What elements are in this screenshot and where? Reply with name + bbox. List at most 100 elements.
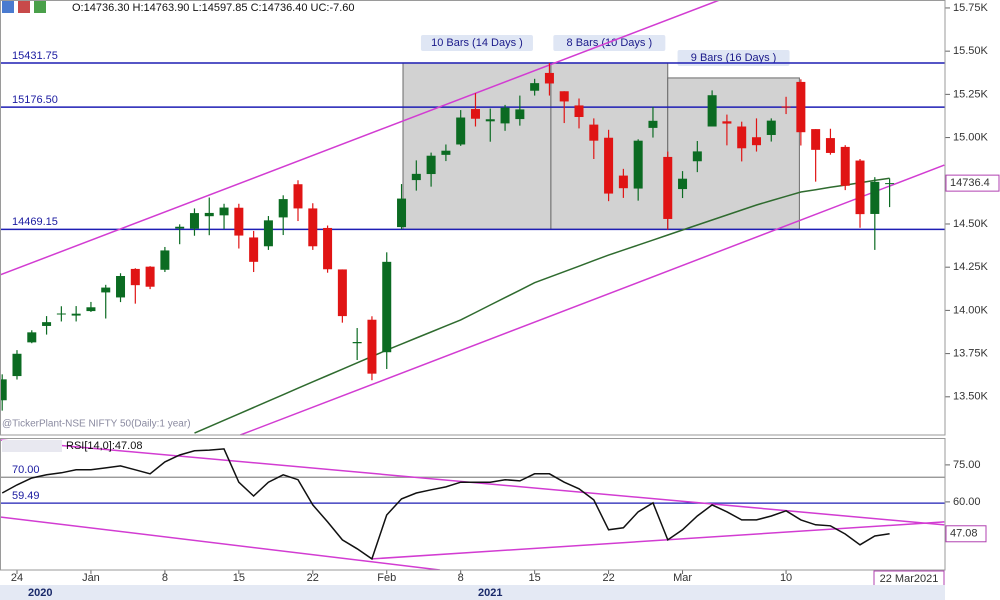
candle-body: [544, 72, 554, 84]
y-tick-label: 14.50K: [953, 218, 989, 230]
candle-body: [426, 155, 436, 175]
x-tick-label: 15: [233, 572, 245, 584]
range-box: [402, 62, 552, 230]
price-panel: 10 Bars (14 Days )8 Bars (10 Days )9 Bar…: [0, 0, 945, 435]
rsi-y-tick-label: 60.00: [953, 496, 981, 508]
y-tick-label: 15.00K: [953, 131, 989, 143]
range-box: [667, 77, 800, 230]
candle-body: [678, 178, 688, 190]
rsi-frame: [0, 438, 946, 571]
candle-body: [515, 109, 525, 120]
rsi-level-label: 59.49: [12, 490, 40, 502]
candle-body: [116, 276, 126, 298]
box-label-bg: [420, 34, 533, 51]
x-tick-label: 8: [458, 572, 464, 584]
candle-body: [751, 137, 761, 146]
candle-body: [86, 307, 96, 312]
icon: [18, 1, 30, 13]
axes: 13.50K13.75K14.00K14.25K14.50K14.75K15.0…: [11, 2, 1000, 587]
price-badge-bg: [945, 174, 1000, 192]
candle-body: [56, 313, 66, 315]
x-tick-label: 22: [602, 572, 614, 584]
x-tick-label: 15: [529, 572, 541, 584]
candle-body: [500, 107, 510, 124]
candle-body: [796, 81, 806, 133]
rsi-level-label: 70.00: [12, 464, 40, 476]
candle-body: [663, 156, 673, 219]
year-label: 2021: [478, 587, 502, 599]
candle-body: [766, 120, 776, 135]
candle-body: [323, 227, 333, 270]
level-label: 14469.15: [12, 216, 58, 228]
candle-body: [12, 353, 22, 377]
candle-body: [0, 379, 7, 401]
y-tick-label: 15.75K: [953, 2, 989, 14]
candle-body: [707, 95, 717, 127]
candle-body: [589, 124, 599, 141]
candle-body: [263, 220, 273, 247]
icon: [34, 1, 46, 13]
box-label: 10 Bars (14 Days ): [431, 37, 523, 49]
candle-body: [219, 207, 229, 216]
candle-body: [71, 313, 81, 316]
candle-body: [130, 268, 140, 286]
candle-body: [840, 146, 850, 186]
candle-body: [234, 207, 244, 236]
rsi-icons: [2, 440, 62, 452]
rsi-title: RSI[14,0]:47.08: [66, 440, 142, 452]
rsi-panel: 70.00 59.49: [0, 439, 945, 570]
ohlc-header: O:14736.30 H:14763.90 L:14597.85 C:14736…: [72, 2, 355, 14]
candle-body: [308, 208, 318, 247]
price-frame: [0, 0, 946, 436]
watermark: @TickerPlant-NSE NIFTY 50(Daily:1 year): [2, 419, 191, 430]
candle-body: [648, 120, 658, 128]
y-tick-label: 14.25K: [953, 261, 989, 273]
candle-body: [293, 184, 303, 209]
y-tick-label: 15.50K: [953, 45, 989, 57]
candle-body: [397, 198, 407, 228]
x-tick-label: Mar: [673, 572, 692, 584]
candle-body: [175, 226, 185, 229]
trend-line: [0, 0, 720, 276]
box-label-bg: [553, 34, 666, 51]
candle-body: [352, 342, 362, 344]
icon: [2, 1, 14, 13]
moving-average: [194, 177, 890, 434]
box-label: 9 Bars (16 Days ): [691, 52, 777, 64]
candle-body: [441, 150, 451, 155]
level-label: 15176.50: [12, 94, 58, 106]
candle-body: [470, 109, 480, 119]
candle-body: [870, 181, 880, 214]
candle-body: [574, 105, 584, 118]
y-tick-label: 13.75K: [953, 348, 989, 360]
candle-body: [722, 121, 732, 124]
candle-body: [145, 266, 155, 287]
candle-body: [855, 160, 865, 215]
candle-body: [160, 250, 170, 270]
y-tick-label: 15.25K: [953, 88, 989, 100]
candle-body: [737, 126, 747, 149]
price-badge: 14736.4: [950, 177, 990, 189]
x-tick-label: Feb: [377, 572, 396, 584]
rsi-badge: 47.08: [950, 528, 978, 540]
candle-body: [781, 106, 791, 108]
candle-body: [411, 173, 421, 181]
x-tick-label: 22: [307, 572, 319, 584]
candle-body: [382, 261, 392, 353]
candle-body: [559, 91, 569, 102]
candle-body: [825, 138, 835, 153]
trend-line: [371, 521, 945, 560]
candle-body: [456, 117, 466, 145]
x-tick-label: Jan: [82, 572, 100, 584]
rsi-badge-bg: [945, 525, 987, 543]
y-tick-label: 14.00K: [953, 304, 989, 316]
candle-body: [204, 212, 214, 217]
candle-body: [885, 183, 895, 185]
x-tick-label: 10: [780, 572, 792, 584]
rsi-line: [1, 448, 890, 561]
y-tick-label: 13.50K: [953, 391, 989, 403]
candle-body: [633, 140, 643, 189]
rsi-y-tick-label: 75.00: [953, 459, 981, 471]
candle-body: [604, 137, 614, 194]
